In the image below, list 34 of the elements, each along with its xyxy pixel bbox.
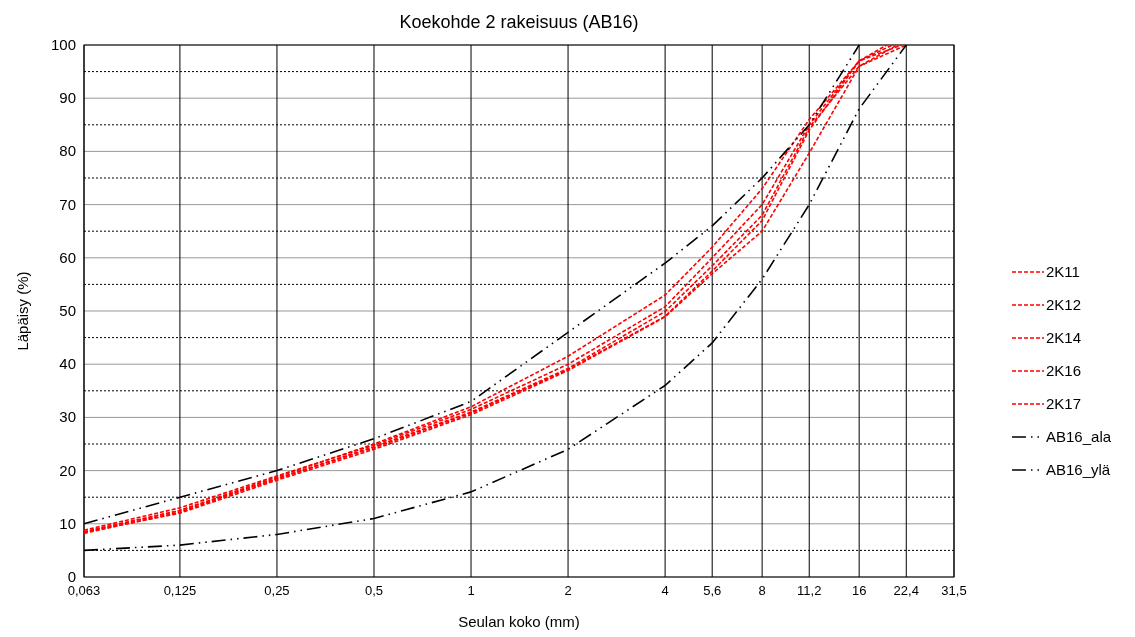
x-tick-label: 1: [467, 583, 475, 598]
y-tick-label: 50: [59, 302, 76, 319]
legend-label: 2K17: [1046, 395, 1082, 412]
x-tick-label: 0,5: [364, 583, 384, 598]
x-tick-label: 11,2: [797, 583, 822, 598]
y-tick-label: 60: [59, 248, 76, 266]
x-tick-label: 8: [758, 583, 766, 598]
y-tick-label: 90: [59, 89, 76, 107]
y-axis-title: Läpäisy (%): [14, 271, 31, 351]
y-tick-label: 30: [59, 408, 76, 426]
x-tick-label: 2: [564, 583, 572, 598]
x-tick-label: 5,6: [703, 583, 722, 598]
x-tick-label: 4: [661, 583, 669, 598]
y-tick-label: 100: [50, 36, 76, 53]
legend-label: AB16_ylä: [1046, 461, 1111, 478]
x-tick-label: 31,5: [941, 583, 967, 598]
y-tick-label: 40: [59, 355, 76, 373]
legend-label: 2K16: [1046, 362, 1082, 379]
y-tick-label: 0: [67, 568, 76, 585]
x-axis-title: Seulan koko (mm): [458, 613, 580, 630]
legend-label: 2K14: [1046, 329, 1082, 346]
x-tick-label: 0,125: [163, 583, 197, 598]
legend-label: AB16_ala: [1046, 428, 1112, 445]
y-tick-label: 80: [59, 142, 76, 160]
y-tick-label: 10: [59, 514, 76, 532]
x-tick-label: 22,4: [893, 583, 919, 598]
legend-label: 2K12: [1046, 296, 1082, 313]
y-tick-label: 70: [59, 195, 76, 213]
y-tick-label: 20: [59, 461, 76, 479]
x-tick-label: 0,25: [264, 583, 290, 598]
chart-title: Koekohde 2 rakeisuus (AB16): [399, 12, 639, 32]
x-tick-label: 16: [851, 583, 867, 598]
legend-label: 2K11: [1046, 263, 1080, 280]
x-tick-label: 0,063: [67, 583, 101, 598]
